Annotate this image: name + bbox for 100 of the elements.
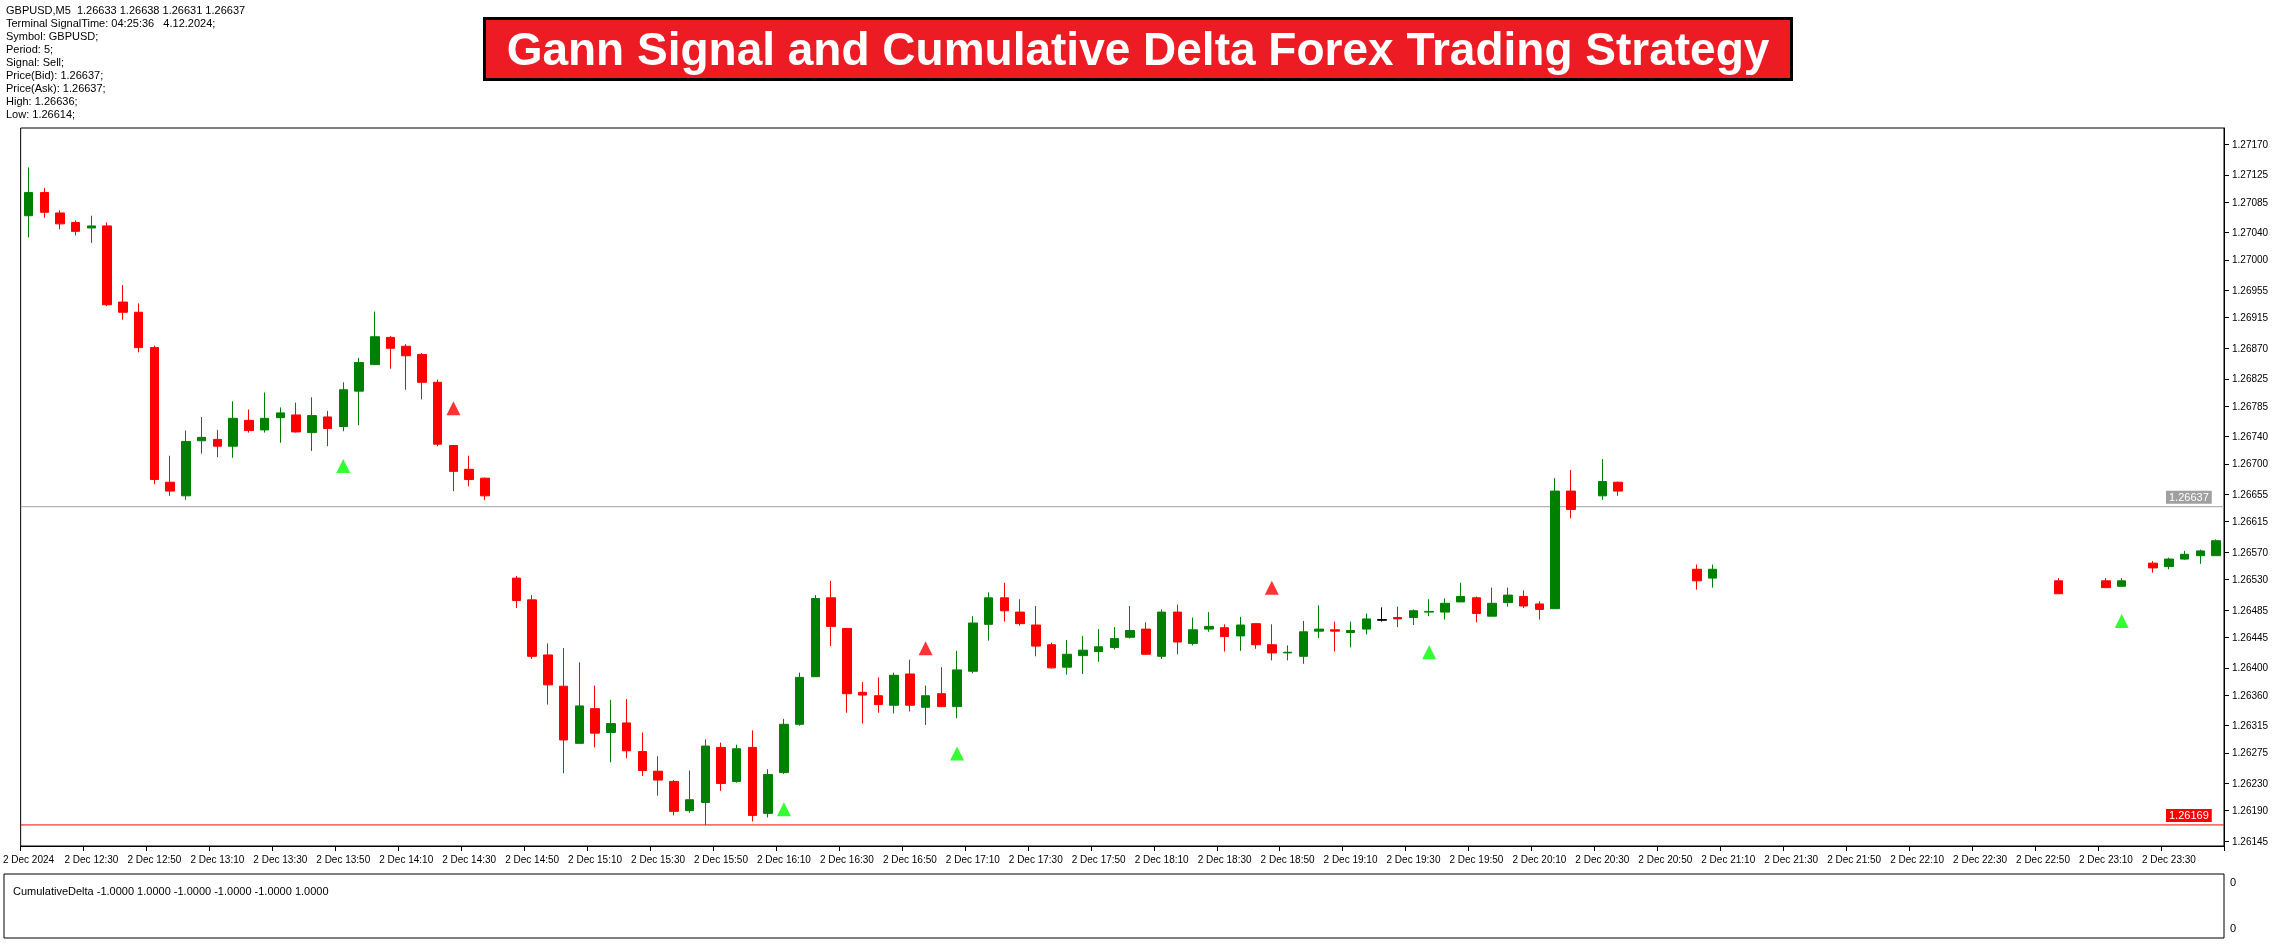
candlestick bbox=[2148, 560, 2158, 574]
candlestick bbox=[2180, 550, 2189, 561]
candlestick bbox=[575, 661, 584, 744]
text: Low: 1.26614; bbox=[6, 107, 76, 120]
candlestick bbox=[1472, 595, 1481, 623]
candlestick bbox=[386, 335, 395, 370]
candlestick bbox=[701, 738, 710, 826]
candlestick bbox=[1141, 621, 1151, 656]
x-tick-label: 2 Dec 18:50 bbox=[1260, 853, 1315, 865]
candlestick bbox=[811, 594, 820, 678]
point bbox=[950, 746, 965, 761]
point bbox=[2114, 613, 2129, 628]
y-tick-label: 1.26570 bbox=[2232, 546, 2269, 558]
candlestick bbox=[102, 222, 112, 307]
candlestick bbox=[984, 591, 993, 642]
y-tick-label: 1.27085 bbox=[2232, 196, 2269, 208]
x-tick-label: 2 Dec 13:10 bbox=[190, 853, 245, 865]
x-tick-label: 2 Dec 19:50 bbox=[1449, 853, 1504, 865]
candlestick bbox=[543, 642, 553, 706]
text: Period: 5; bbox=[6, 42, 54, 55]
candlestick bbox=[307, 396, 317, 452]
x-tick-label: 2 Dec 13:50 bbox=[316, 853, 371, 865]
candlestick bbox=[889, 672, 899, 714]
x-tick-label: 2 Dec 22:50 bbox=[2016, 853, 2071, 865]
candlestick bbox=[1613, 481, 1623, 497]
candlestick bbox=[1598, 458, 1607, 501]
candlestick bbox=[1377, 606, 1387, 623]
y-tick-label: 1.27170 bbox=[2232, 138, 2269, 150]
x-tick-label: 2 Dec 20:30 bbox=[1575, 853, 1630, 865]
x-tick-label: 2 Dec 14:10 bbox=[379, 853, 434, 865]
candlestick bbox=[1550, 477, 1560, 610]
y-tick-label: 1.26275 bbox=[2232, 747, 2269, 759]
x-tick-label: 2 Dec 16:30 bbox=[819, 853, 875, 865]
candlestick bbox=[1708, 564, 1717, 589]
text: Price(Bid): 1.26637; bbox=[6, 68, 104, 81]
candlestick bbox=[134, 302, 143, 353]
candlestick bbox=[748, 729, 757, 823]
candlestick bbox=[653, 755, 663, 797]
candlestick bbox=[150, 345, 159, 485]
y-tick-label: 1.26360 bbox=[2232, 689, 2269, 701]
x-tick-label: 2 Dec 17:50 bbox=[1071, 853, 1127, 865]
y-tick-label: 1.26230 bbox=[2232, 777, 2269, 789]
candlestick bbox=[1000, 582, 1009, 623]
candlestick bbox=[937, 666, 946, 708]
candlestick bbox=[480, 476, 490, 501]
candlestick bbox=[197, 416, 206, 455]
candlestick bbox=[1015, 598, 1025, 627]
candlestick bbox=[1062, 639, 1072, 676]
y-tick-label: 1.26915 bbox=[2232, 312, 2269, 324]
candlestick bbox=[2196, 549, 2205, 565]
candlestick bbox=[1456, 582, 1465, 603]
y-tick-label: 1.26530 bbox=[2232, 573, 2269, 585]
candlestick bbox=[87, 215, 96, 244]
y-tick-label: 1.26700 bbox=[2232, 458, 2269, 470]
candlestick bbox=[433, 379, 442, 447]
y-tick-label: 1.26870 bbox=[2232, 342, 2269, 354]
text: Signal: Sell; bbox=[6, 55, 65, 68]
ref-line-label: 1.26637 bbox=[2169, 491, 2209, 504]
x-tick-label: 2 Dec 14:50 bbox=[505, 853, 560, 865]
candlestick bbox=[1362, 612, 1371, 636]
y-tick-label: 1.26400 bbox=[2232, 662, 2269, 674]
x-tick-label: 2 Dec 23:10 bbox=[2078, 853, 2134, 865]
point bbox=[1422, 645, 1437, 660]
candlestick bbox=[590, 685, 600, 748]
y-tick-label: 1.26955 bbox=[2232, 285, 2269, 296]
candlestick bbox=[921, 685, 930, 726]
candlestick bbox=[1283, 644, 1292, 661]
candlestick bbox=[527, 594, 537, 660]
candlestick bbox=[1173, 604, 1182, 655]
candlestick bbox=[622, 698, 631, 759]
candlestick bbox=[685, 770, 694, 814]
ref-line-label: 1.26169 bbox=[2169, 809, 2209, 822]
x-tick-label: 2 Dec 20:10 bbox=[1512, 853, 1567, 865]
x-tick-label: 2 Dec 13:30 bbox=[253, 853, 308, 865]
candlestick bbox=[260, 391, 269, 434]
y-tick-label: 1.26655 bbox=[2232, 488, 2269, 500]
chart-title: Gann Signal and Cumulative Delta Forex Trading Strategy bbox=[506, 23, 1770, 75]
candlestick bbox=[1299, 620, 1308, 665]
candlestick bbox=[354, 357, 364, 426]
candlestick bbox=[842, 627, 852, 714]
candlestick bbox=[1330, 621, 1340, 653]
y-tick-label: 1.27040 bbox=[2232, 227, 2269, 239]
x-tick-label: 2 Dec 17:30 bbox=[1008, 853, 1064, 865]
y-tick-label: 1.26785 bbox=[2232, 400, 2269, 412]
candlestick bbox=[2117, 577, 2126, 587]
candlestick bbox=[1346, 621, 1355, 648]
text: High: 1.26636; bbox=[6, 94, 78, 107]
candlestick bbox=[968, 615, 978, 674]
candlestick bbox=[2101, 577, 2111, 589]
x-tick-label: 2 Dec 22:30 bbox=[1953, 853, 2008, 865]
text: GBPUSD,M5 1.26633 1.26638 1.26631 1.26637 bbox=[6, 3, 246, 16]
candlestick bbox=[1267, 623, 1277, 661]
point bbox=[336, 458, 351, 473]
x-tick-label: 2 Dec 12:50 bbox=[127, 853, 182, 865]
x-tick-label: 2 Dec 2024 bbox=[2, 853, 55, 865]
candlestick bbox=[1487, 587, 1497, 617]
candlestick bbox=[1204, 611, 1214, 633]
candlestick bbox=[1503, 587, 1513, 608]
candlestick bbox=[1094, 628, 1103, 663]
candlestick bbox=[1566, 469, 1576, 519]
